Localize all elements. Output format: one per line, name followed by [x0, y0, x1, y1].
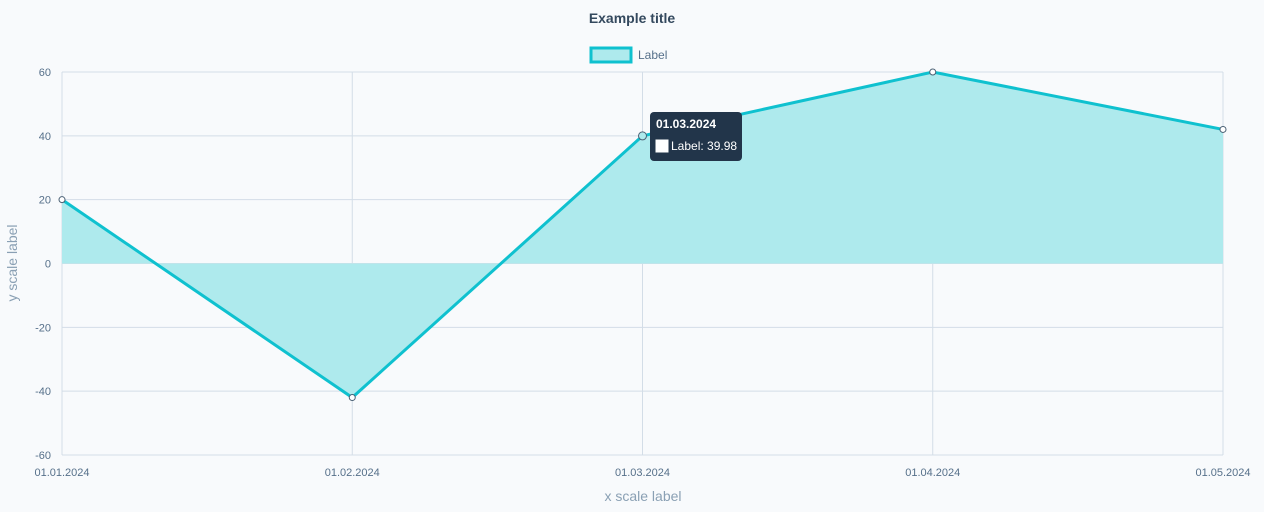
- x-tick-label: 01.03.2024: [615, 467, 670, 479]
- y-tick-label: 40: [39, 131, 51, 143]
- y-tick-label: 0: [45, 259, 51, 271]
- x-tick-label: 01.04.2024: [905, 467, 960, 479]
- legend[interactable]: Label: [589, 46, 667, 64]
- y-axis-label: y scale label: [4, 224, 20, 301]
- y-tick-label: -40: [35, 386, 51, 398]
- y-tick-label: -20: [35, 322, 51, 334]
- chart-title: Example title: [589, 10, 676, 26]
- y-tick-label: 60: [39, 67, 51, 79]
- data-point[interactable]: [58, 196, 66, 204]
- tooltip: 01.03.2024 Label: 39.98: [650, 112, 742, 161]
- tooltip-title: 01.03.2024: [656, 117, 716, 131]
- area-fill: [62, 72, 1223, 398]
- tooltip-body: Label: 39.98: [671, 139, 737, 153]
- x-tick-label: 01.05.2024: [1195, 467, 1250, 479]
- y-tick-label: 20: [39, 195, 51, 207]
- legend-swatch[interactable]: [589, 46, 633, 64]
- x-tick-label: 01.02.2024: [325, 467, 380, 479]
- tooltip-box: [650, 112, 742, 161]
- data-point[interactable]: [348, 394, 356, 402]
- x-axis-label: x scale label: [604, 488, 681, 504]
- points-layer: [58, 68, 1227, 402]
- data-point[interactable]: [1219, 125, 1227, 133]
- data-point[interactable]: [929, 68, 937, 76]
- tooltip-swatch: [655, 139, 669, 153]
- data-point[interactable]: [638, 131, 647, 141]
- y-axis-ticks: 60 40 20 0 -20 -40 -60: [35, 67, 51, 462]
- x-axis-ticks: 01.01.2024 01.02.2024 01.03.2024 01.04.2024…: [34, 467, 1250, 479]
- x-tick-label: 01.01.2024: [34, 467, 89, 479]
- y-tick-label: -60: [35, 450, 51, 462]
- legend-label[interactable]: Label: [638, 48, 667, 62]
